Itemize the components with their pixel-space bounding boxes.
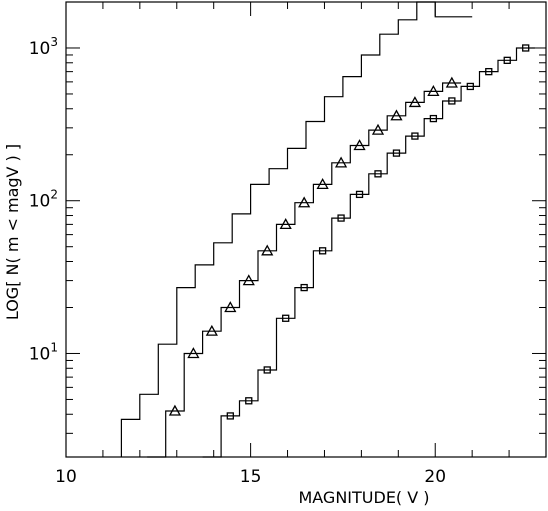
series-3-point [318,247,327,255]
series-2-point [205,324,218,336]
series-2-point [371,123,385,135]
series-2-point [316,178,329,190]
series-3-point [245,397,253,405]
plot-frame [65,1,547,458]
series-2-point [224,301,237,313]
series-3-point [392,149,401,157]
series-2-point [334,156,348,168]
y-axis-label: LOG[ N( m < magV ) ] [3,144,22,320]
y-tick-label: 103 [29,35,58,59]
series-2-point [298,196,311,208]
series-3-point [226,412,234,420]
series-3-point [355,190,364,199]
x-tick-label: 20 [424,467,446,487]
series-3-point [522,44,530,52]
series-3-point [448,97,456,105]
series-3-point [337,214,345,222]
y-tick-label: 102 [29,188,58,212]
series-2-point [427,85,440,97]
series-2-point [187,347,200,359]
series-2-line [147,82,462,458]
x-axis-label: MAGNITUDE( V ) [298,488,429,507]
series-2-point [279,218,292,230]
series-2-point [445,76,458,88]
series-2-point [390,109,403,121]
series-2-point [353,139,366,151]
series-3-point [282,314,290,322]
series-3-point [429,114,438,123]
series-3-line [202,47,535,458]
series-3-point [485,67,493,76]
series-layer [120,1,535,458]
series-3-point [300,283,308,292]
x-tick-label: 10 [55,467,77,487]
series-3-point [466,82,474,91]
series-3-point [411,132,419,140]
series-3-point [374,170,382,178]
series-3-point [263,366,271,374]
x-tick-label: 15 [240,467,262,487]
series-3-point [503,56,511,64]
series-1-line [120,1,473,457]
tick-layer: 10 15 20 101 102 103 [29,1,547,487]
series-2-point [168,404,182,416]
series-2-point [242,274,255,286]
series-2-point [408,96,422,108]
series-2-point [261,244,274,256]
y-tick-label: 101 [29,340,58,364]
